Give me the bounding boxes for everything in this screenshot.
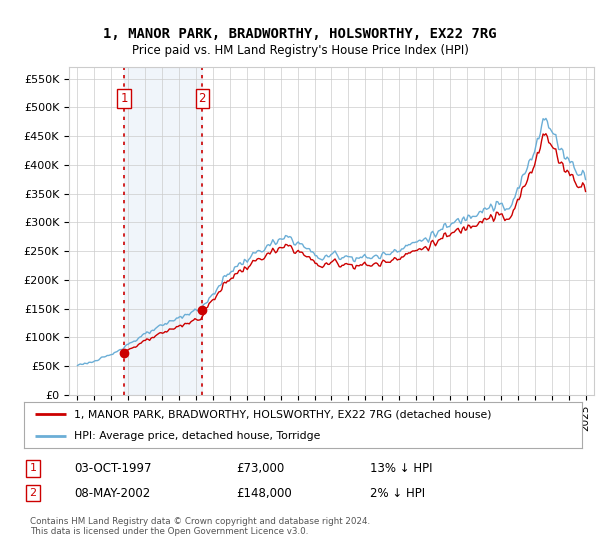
- Text: 1: 1: [120, 92, 128, 105]
- Text: 2: 2: [199, 92, 206, 105]
- Text: HPI: Average price, detached house, Torridge: HPI: Average price, detached house, Torr…: [74, 431, 320, 441]
- Text: 2: 2: [29, 488, 37, 498]
- Bar: [124, 67, 202, 395]
- Text: 1, MANOR PARK, BRADWORTHY, HOLSWORTHY, EX22 7RG (detached house): 1, MANOR PARK, BRADWORTHY, HOLSWORTHY, E…: [74, 409, 492, 419]
- Text: 2% ↓ HPI: 2% ↓ HPI: [370, 487, 425, 500]
- Text: 13% ↓ HPI: 13% ↓ HPI: [370, 462, 433, 475]
- Text: 03-OCT-1997: 03-OCT-1997: [74, 462, 152, 475]
- Text: £73,000: £73,000: [236, 462, 284, 475]
- Text: 1, MANOR PARK, BRADWORTHY, HOLSWORTHY, EX22 7RG: 1, MANOR PARK, BRADWORTHY, HOLSWORTHY, E…: [103, 27, 497, 41]
- Text: 1: 1: [29, 464, 37, 474]
- Text: 08-MAY-2002: 08-MAY-2002: [74, 487, 151, 500]
- Text: Price paid vs. HM Land Registry's House Price Index (HPI): Price paid vs. HM Land Registry's House …: [131, 44, 469, 57]
- Text: £148,000: £148,000: [236, 487, 292, 500]
- Text: Contains HM Land Registry data © Crown copyright and database right 2024.
This d: Contains HM Land Registry data © Crown c…: [29, 517, 370, 536]
